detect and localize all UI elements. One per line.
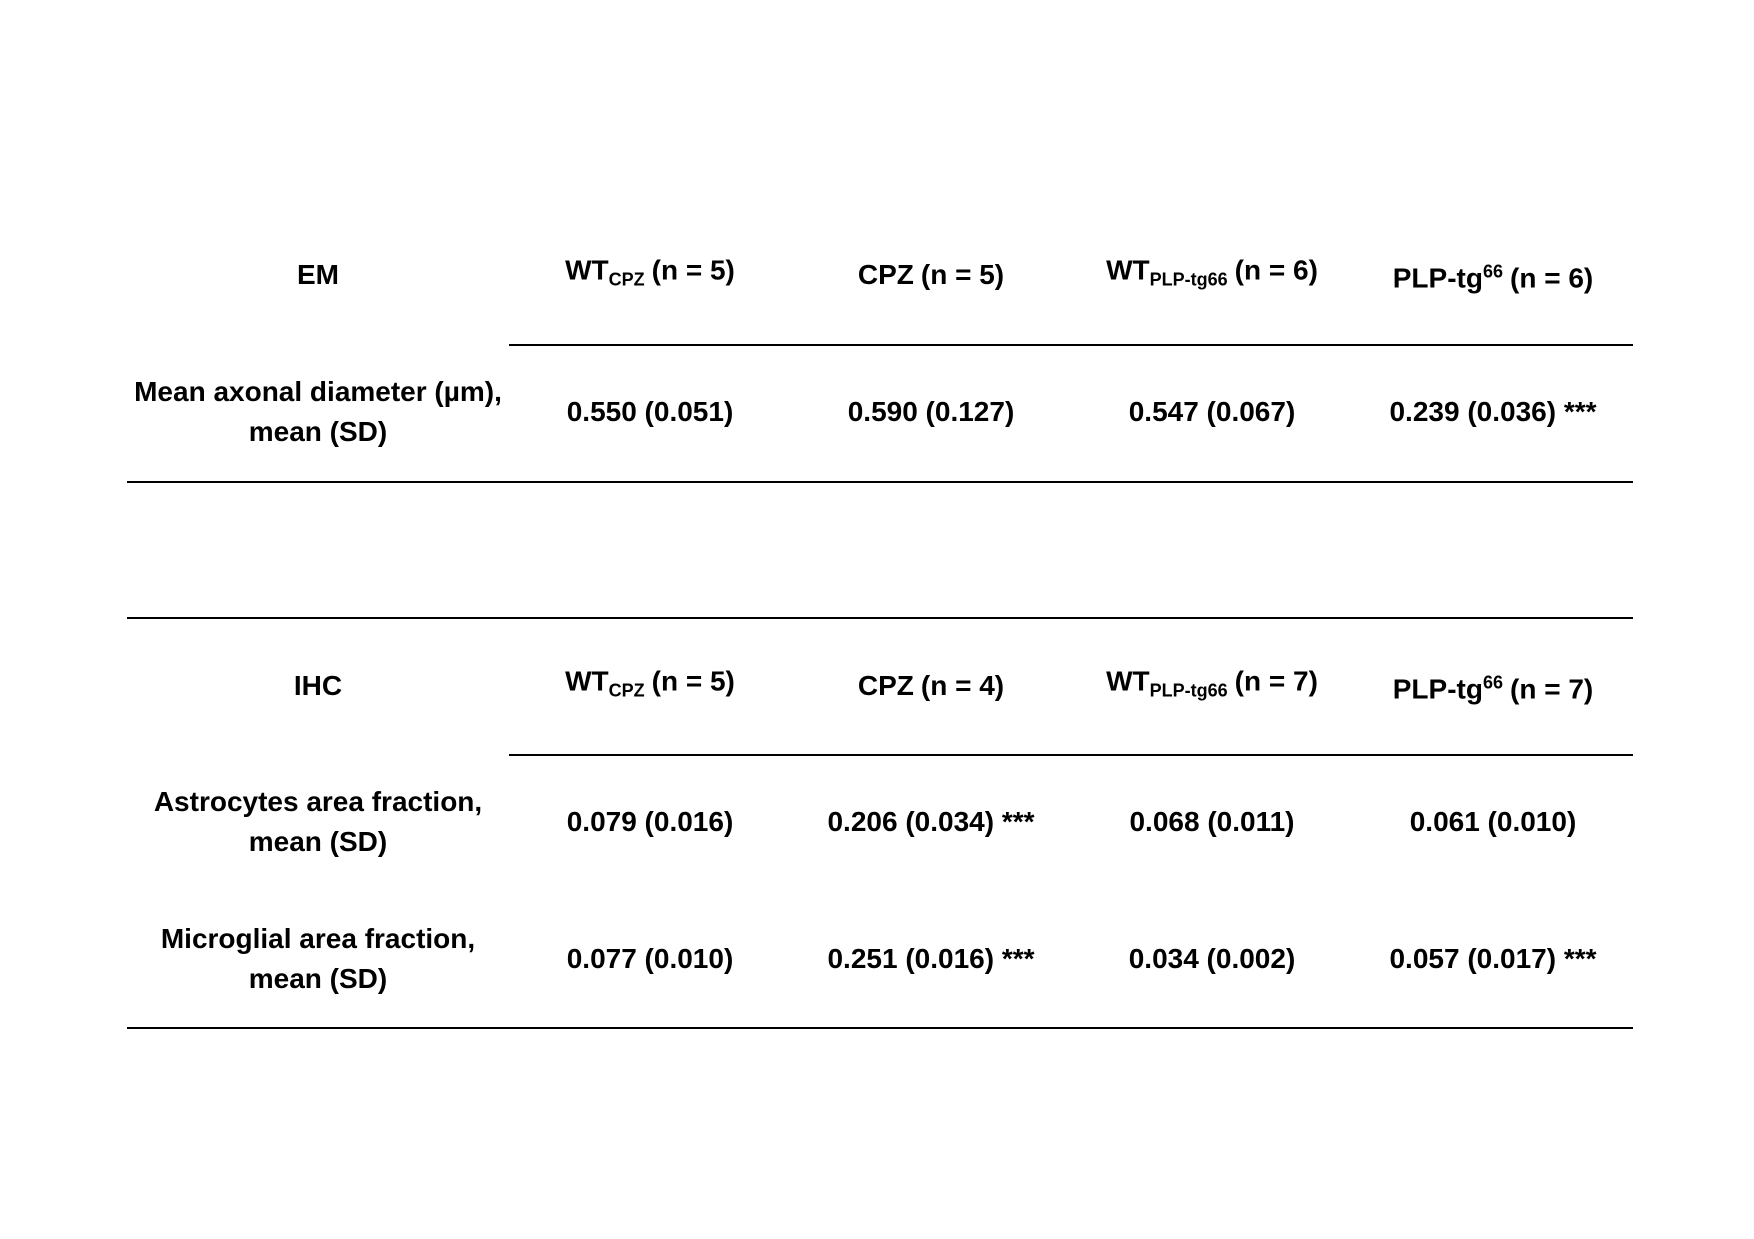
header-text: WT xyxy=(1106,254,1150,286)
column-header: WTPLP-tg66 (n = 7) xyxy=(1106,662,1318,711)
rule xyxy=(509,344,1633,346)
value-cell: 0.079 (0.016) xyxy=(566,806,734,837)
header-text: WT xyxy=(1106,665,1150,697)
rule xyxy=(509,754,1633,756)
header-text: CPZ xyxy=(857,670,914,701)
header-superscript: 66 xyxy=(1482,261,1504,282)
header-subscript: PLP-tg66 xyxy=(1149,680,1228,701)
header-n: (n = 5) xyxy=(651,665,735,697)
header-n: (n = 7) xyxy=(1510,673,1594,705)
table-label: EM xyxy=(297,259,339,290)
header-n: (n = 4) xyxy=(920,670,1005,701)
value-cell: 0.550 (0.051) xyxy=(566,396,734,427)
header-text: WT xyxy=(565,254,609,286)
row-label-line: mean (SD) xyxy=(248,963,388,994)
row-label-line: Microglial area fraction, xyxy=(160,923,476,954)
header-text: PLP-tg xyxy=(1392,673,1483,705)
row-label-line: mean (SD) xyxy=(248,416,388,447)
column-header: WTCPZ (n = 5) xyxy=(565,662,735,711)
value-cell: 0.251 (0.016) *** xyxy=(827,943,1035,974)
header-text: CPZ xyxy=(857,259,914,290)
row-label: Astrocytes area fraction, mean (SD) xyxy=(154,782,482,862)
value-cell: 0.590 (0.127) xyxy=(847,396,1015,427)
header-subscript: CPZ xyxy=(608,269,645,290)
header-n: (n = 6) xyxy=(1234,254,1318,286)
value-cell: 0.239 (0.036) *** xyxy=(1389,396,1597,427)
column-header: WTPLP-tg66 (n = 6) xyxy=(1106,251,1318,300)
header-text: PLP-tg xyxy=(1392,262,1483,294)
column-header: PLP-tg66 (n = 7) xyxy=(1393,663,1593,710)
header-text: WT xyxy=(565,665,609,697)
header-n: (n = 5) xyxy=(651,254,735,286)
value-cell: 0.061 (0.010) xyxy=(1409,806,1577,837)
column-header: CPZ (n = 5) xyxy=(858,255,1004,295)
header-superscript: 66 xyxy=(1482,672,1504,693)
header-n: (n = 7) xyxy=(1234,665,1318,697)
value-cell: 0.206 (0.034) *** xyxy=(827,806,1035,837)
header-n: (n = 5) xyxy=(920,259,1005,290)
value-cell: 0.077 (0.010) xyxy=(566,943,734,974)
value-cell: 0.547 (0.067) xyxy=(1128,396,1296,427)
value-cell: 0.034 (0.002) xyxy=(1128,943,1296,974)
rule xyxy=(127,1027,1633,1029)
row-label: Mean axonal diameter (µm), mean (SD) xyxy=(134,372,502,452)
row-label-line: Mean axonal diameter (µm), xyxy=(134,376,502,407)
header-n: (n = 6) xyxy=(1510,262,1594,294)
row-label: Microglial area fraction, mean (SD) xyxy=(161,919,475,999)
rule xyxy=(127,481,1633,483)
value-cell: 0.068 (0.011) xyxy=(1129,806,1295,837)
column-header: PLP-tg66 (n = 6) xyxy=(1393,252,1593,299)
table-label: IHC xyxy=(293,670,343,701)
column-header: CPZ (n = 4) xyxy=(858,666,1004,706)
row-label-line: mean (SD) xyxy=(248,826,388,857)
header-subscript: CPZ xyxy=(608,680,645,701)
value-cell: 0.057 (0.017) *** xyxy=(1389,943,1597,974)
row-label-line: Astrocytes area fraction, xyxy=(153,786,483,817)
column-header: WTCPZ (n = 5) xyxy=(565,251,735,300)
rule xyxy=(127,617,1633,619)
header-subscript: PLP-tg66 xyxy=(1149,269,1228,290)
